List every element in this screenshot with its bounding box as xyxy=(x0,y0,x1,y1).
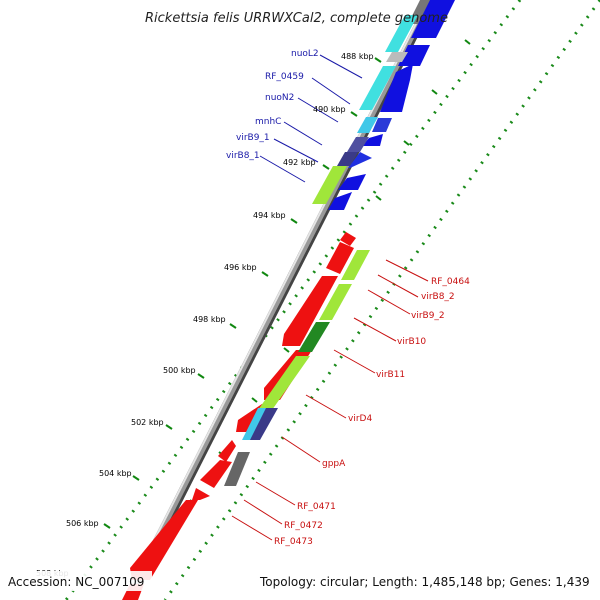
tick-label-494: 494 kbp xyxy=(253,211,286,220)
gene-red-6 xyxy=(218,440,236,462)
gene-gray-small xyxy=(386,52,408,62)
gene-cyan-nuoN2 xyxy=(357,117,378,133)
gene-cyan-nuoL2 xyxy=(385,15,418,52)
gene-green-virB8-2 xyxy=(341,250,370,280)
tick-label-502: 502 kbp xyxy=(131,418,164,427)
gene-blue-7 xyxy=(338,174,366,190)
tick-label-496: 496 kbp xyxy=(224,263,257,272)
gene-green-virB8 xyxy=(312,166,347,204)
upper-label-leaders xyxy=(259,54,363,183)
backbone xyxy=(123,0,433,600)
gene-green-virB9-2 xyxy=(319,284,352,320)
gene-blue-8 xyxy=(328,192,352,210)
gene-red-2 xyxy=(326,242,354,274)
tick-label-492: 492 kbp xyxy=(283,158,316,167)
gene-label-RF_0473[interactable]: RF_0473 xyxy=(274,537,313,547)
gene-label-virB8_1[interactable]: virB8_1 xyxy=(226,151,260,161)
accession-text: Accession: NC_007109 xyxy=(8,575,144,589)
gene-label-RF_0472[interactable]: RF_0472 xyxy=(284,521,323,531)
footer-left-bg xyxy=(4,571,152,591)
tick-label-500: 500 kbp xyxy=(163,366,196,375)
gene-blue-5 xyxy=(362,134,383,146)
gene-gray-gppA xyxy=(224,452,250,486)
tick-label-498: 498 kbp xyxy=(193,315,226,324)
gene-label-nuoL2[interactable]: nuoL2 xyxy=(291,49,319,59)
gene-label-virB10[interactable]: virB10 xyxy=(397,337,426,347)
gene-red-3 xyxy=(282,276,338,346)
gene-blue-4 xyxy=(372,118,392,132)
gene-blue-6 xyxy=(348,152,372,168)
gene-blue-3 xyxy=(380,64,413,112)
gene-label-virD4[interactable]: virD4 xyxy=(348,414,372,424)
footer-right-bg xyxy=(256,571,594,591)
tick-marks xyxy=(103,57,382,529)
gene-label-virB9_1[interactable]: virB9_1 xyxy=(236,133,270,143)
lower-label-leaders xyxy=(231,259,429,541)
tick-label-490: 490 kbp xyxy=(313,105,346,114)
gene-blue-2 xyxy=(398,45,430,66)
gene-label-RF_0471[interactable]: RF_0471 xyxy=(297,502,336,512)
gene-red-8 xyxy=(192,488,210,500)
gene-label-RF_0459[interactable]: RF_0459 xyxy=(265,72,304,82)
topology-summary-text: Topology: circular; Length: 1,485,148 bp… xyxy=(259,575,590,589)
gene-slate-virD4 xyxy=(250,408,278,440)
gene-red-9 xyxy=(130,500,198,580)
gene-darkgreen-virB10 xyxy=(298,322,330,352)
gene-label-virB11[interactable]: virB11 xyxy=(376,370,405,380)
gene-label-mnhC[interactable]: mnhC xyxy=(255,117,281,127)
upper-gene-cluster xyxy=(312,0,455,210)
gene-label-nuoN2[interactable]: nuoN2 xyxy=(265,93,294,103)
lower-gene-cluster xyxy=(122,232,370,600)
tick-label-506: 506 kbp xyxy=(66,519,99,528)
gene-label-RF_0464[interactable]: RF_0464 xyxy=(431,277,470,287)
gene-label-gppA[interactable]: gppA xyxy=(322,459,346,469)
gene-cyan-RF0459 xyxy=(359,66,396,110)
gene-red-7 xyxy=(200,460,232,488)
gene-label-virB8_2[interactable]: virB8_2 xyxy=(421,292,455,302)
gene-label-virB9_2[interactable]: virB9_2 xyxy=(411,311,445,321)
gene-slate-virB9 xyxy=(337,152,358,166)
gene-slate-mnhC xyxy=(347,137,369,152)
gene-blue-1 xyxy=(411,0,455,38)
gene-red-1 xyxy=(340,232,356,246)
tick-label-488: 488 kbp xyxy=(341,52,374,61)
inner-dotted-ring xyxy=(163,0,600,600)
gene-green-virB11 xyxy=(258,356,310,410)
genome-title: Rickettsia felis URRWXCal2, complete gen… xyxy=(145,11,448,26)
tick-label-504: 504 kbp xyxy=(99,469,132,478)
